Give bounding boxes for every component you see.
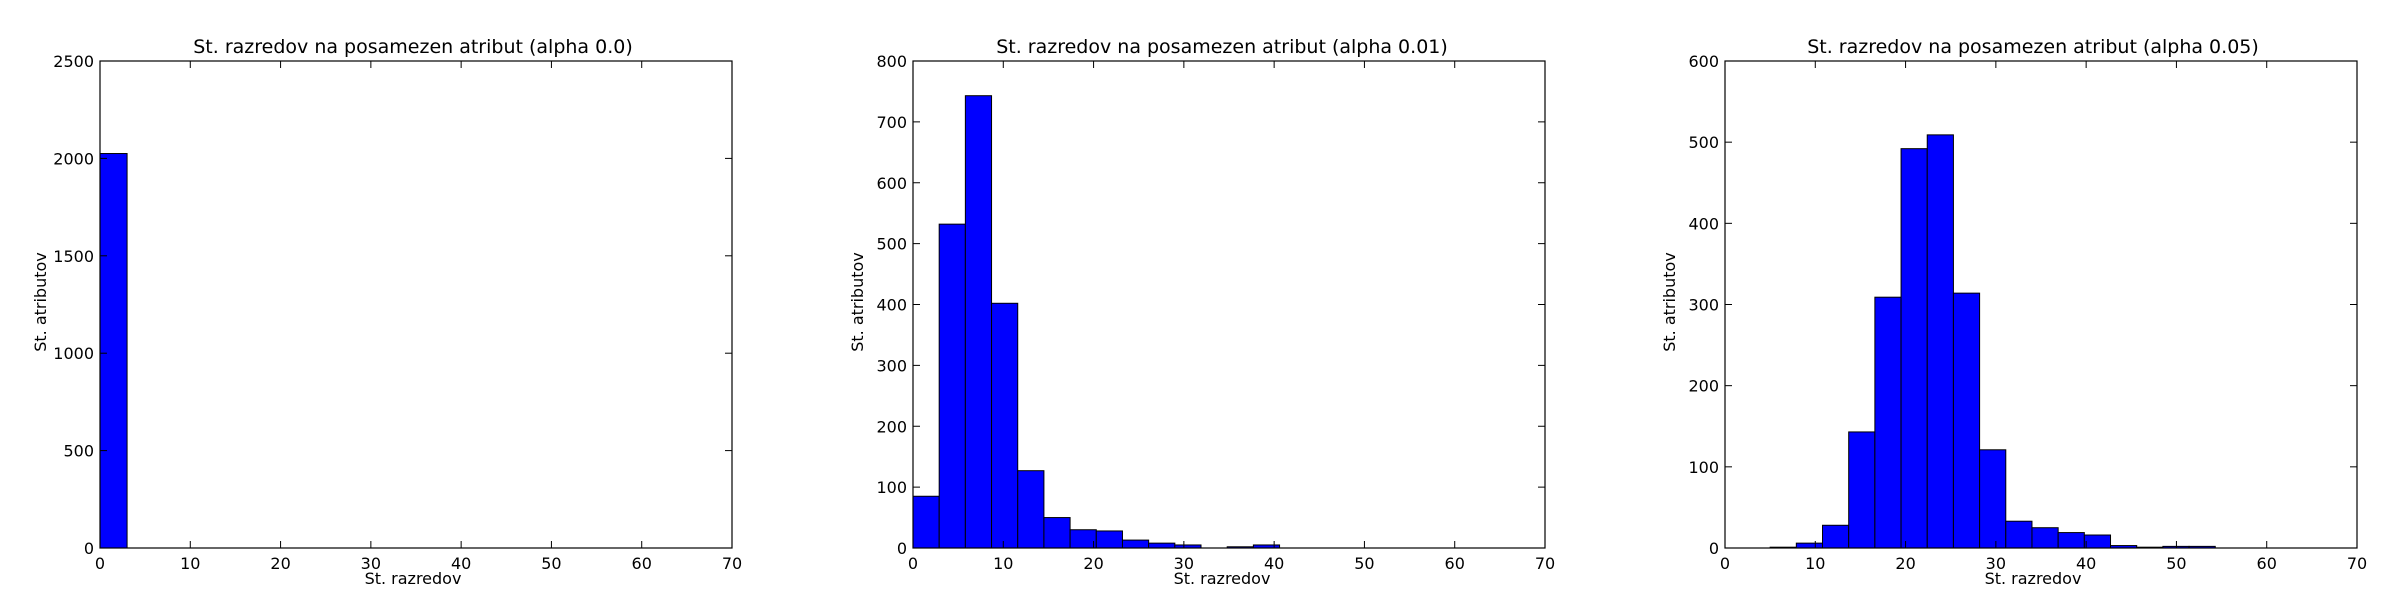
chart-title: St. razredov na posamezen atribut (alpha…: [1807, 36, 2259, 58]
y-tick-label: 500: [876, 235, 907, 254]
x-tick-label: 40: [451, 554, 471, 573]
histogram-bar: [1848, 431, 1876, 549]
histogram-bar: [1148, 542, 1176, 549]
bars: [912, 95, 1281, 549]
y-tick-label: 500: [1688, 133, 1719, 152]
histogram-bar: [2031, 527, 2059, 549]
histogram-bar: [2083, 534, 2112, 549]
y-tick-label: 400: [876, 296, 907, 315]
x-tick-label: 60: [2257, 554, 2277, 573]
chart-alpha-0-01: St. razredov na posamezen atribut (alpha…: [848, 36, 1555, 588]
y-tick-label: 100: [876, 478, 907, 497]
y-tick-label: 200: [1688, 377, 1719, 396]
histogram-bar: [964, 95, 993, 549]
y-tick-label: 800: [876, 52, 907, 71]
x-tick-label: 40: [2076, 554, 2096, 573]
x-axis-label: St. razredov: [1174, 569, 1271, 588]
bars: [99, 153, 128, 549]
x-tick-label: 20: [270, 554, 290, 573]
x-tick-label: 20: [1083, 554, 1103, 573]
x-tick-label: 0: [1720, 554, 1730, 573]
histogram-bar: [1926, 134, 1954, 549]
x-tick-label: 20: [1895, 554, 1915, 573]
histogram-bar: [2005, 520, 2033, 549]
histogram-bar: [1874, 296, 1902, 549]
y-tick-label: 600: [1688, 52, 1719, 71]
x-tick-label: 10: [1805, 554, 1825, 573]
y-axis-label: St. atributov: [31, 252, 50, 352]
x-tick-label: 50: [541, 554, 561, 573]
y-tick-label: 300: [876, 356, 907, 375]
histogram-bar: [1822, 524, 1850, 549]
y-axis-label: St. atributov: [1660, 252, 1679, 352]
x-tick-label: 50: [1354, 554, 1374, 573]
x-axis-label: St. razredov: [1985, 569, 2082, 588]
histogram-bar: [1979, 449, 2007, 549]
histogram-bar: [1095, 530, 1123, 549]
x-tick-label: 60: [632, 554, 652, 573]
histogram-bar: [1900, 148, 1928, 549]
histogram-bar: [1017, 470, 1045, 549]
x-tick-label: 70: [2347, 554, 2367, 573]
x-tick-label: 0: [95, 554, 105, 573]
histogram-bar: [1795, 542, 1824, 549]
x-tick-label: 70: [722, 554, 742, 573]
y-tick-label: 700: [876, 113, 907, 132]
chart-alpha-0-0: St. razredov na posamezen atribut (alpha…: [31, 36, 742, 588]
y-tick-label: 200: [876, 417, 907, 436]
histogram-bar: [1952, 292, 1981, 549]
y-tick-label: 0: [897, 539, 907, 558]
y-tick-label: 300: [1688, 296, 1719, 315]
y-tick-label: 400: [1688, 214, 1719, 233]
x-tick-label: 30: [1174, 554, 1194, 573]
histogram-bar: [912, 495, 940, 549]
histogram-bar: [1069, 529, 1097, 549]
y-tick-label: 100: [1688, 458, 1719, 477]
x-tick-label: 10: [993, 554, 1013, 573]
x-tick-label: 60: [1445, 554, 1465, 573]
x-tick-label: 0: [908, 554, 918, 573]
x-tick-label: 10: [180, 554, 200, 573]
plot-frame: [99, 60, 733, 549]
y-tick-label: 1000: [53, 344, 94, 363]
x-tick-label: 70: [1535, 554, 1555, 573]
y-tick-label: 600: [876, 174, 907, 193]
plot-frame: [1724, 60, 2358, 549]
y-tick-label: 2500: [53, 52, 94, 71]
histogram-bar: [1043, 517, 1071, 549]
histogram-bar: [2057, 532, 2085, 549]
histogram-bar: [99, 153, 128, 549]
x-tick-label: 30: [1986, 554, 2006, 573]
x-axis-label: St. razredov: [365, 569, 462, 588]
y-tick-label: 1500: [53, 247, 94, 266]
histogram-bar: [938, 223, 966, 549]
x-tick-label: 40: [1264, 554, 1284, 573]
chart-title: St. razredov na posamezen atribut (alpha…: [996, 36, 1448, 58]
bars: [1769, 134, 2216, 549]
histogram-bar: [991, 302, 1019, 549]
y-tick-label: 500: [63, 442, 94, 461]
x-tick-label: 30: [361, 554, 381, 573]
y-tick-label: 0: [1709, 539, 1719, 558]
histogram-bar: [1121, 539, 1150, 549]
chart-title: St. razredov na posamezen atribut (alpha…: [193, 36, 633, 58]
x-tick-label: 50: [2166, 554, 2186, 573]
y-tick-label: 2000: [53, 149, 94, 168]
y-axis-label: St. atributov: [848, 252, 867, 352]
chart-alpha-0-05: St. razredov na posamezen atribut (alpha…: [1660, 36, 2367, 588]
y-tick-label: 0: [84, 539, 94, 558]
